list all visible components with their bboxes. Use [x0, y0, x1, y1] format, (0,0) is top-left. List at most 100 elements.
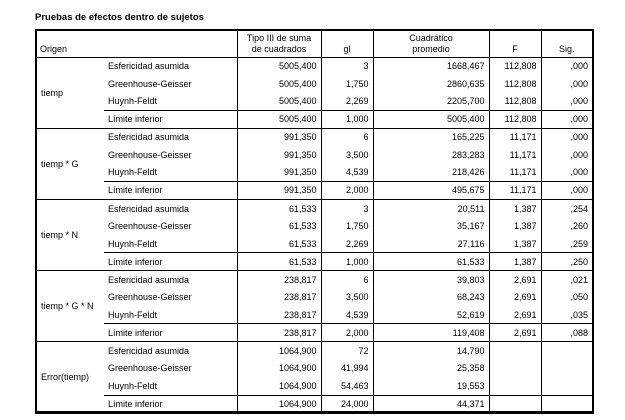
gl-cell: 1,000: [320, 109, 374, 129]
sig-cell: ,250: [540, 252, 594, 272]
correction-cell: Límite inferior: [104, 394, 238, 414]
correction-cell: Huynh-Feldt: [108, 167, 158, 178]
correction-cell: Límite inferior: [104, 109, 238, 129]
correction-cell: Huynh-Feldt: [108, 380, 158, 391]
ms-cell: 218,426: [372, 163, 490, 182]
sig-cell: ,088: [540, 323, 594, 343]
f-cell: 112,808: [488, 109, 542, 129]
source-cell: tiemp * G: [36, 128, 104, 200]
f-cell: 1,387: [488, 234, 542, 253]
f-cell: [488, 341, 542, 360]
ss-cell: 238,817: [236, 270, 322, 289]
gl-cell: 24,000: [320, 394, 374, 414]
correction-cell: Esfericidad asumida: [108, 132, 190, 143]
ss-cell: 238,817: [236, 288, 322, 307]
ms-cell: 495,675: [372, 181, 490, 200]
ms-cell: 25,358: [372, 359, 490, 378]
ss-cell: 5005,400: [236, 92, 322, 111]
ms-cell: 44,371: [372, 394, 490, 414]
correction-cell: Greenhouse-Geisser: [108, 149, 192, 160]
table-row: Huynh-Feldt 238,817 4,539 52,619 2,691,035: [36, 306, 594, 324]
gl-cell: 3,500: [320, 288, 374, 307]
f-cell: 1,387: [488, 199, 542, 218]
sig-cell: ,000: [540, 145, 594, 164]
ms-cell: 119,408: [372, 323, 490, 343]
sig-cell: ,035: [540, 306, 594, 324]
column-header-df: gl: [320, 30, 374, 58]
column-header-sig: Sig.: [540, 30, 594, 58]
header-line: promedio: [412, 43, 450, 54]
correction-cell: Límite inferior: [104, 252, 238, 272]
table-row: Greenhouse-Geisser 238,817 3,500 68,243 2,69…: [36, 288, 594, 307]
ss-cell: 5005,400: [236, 57, 322, 75]
table-header: Origen Tipo III de suma de cuadrados gl …: [36, 30, 594, 58]
sig-cell: ,050: [540, 288, 594, 307]
f-cell: 11,171: [488, 145, 542, 164]
gl-cell: 2,269: [320, 234, 374, 253]
correction-cell: Esfericidad asumida: [108, 61, 190, 72]
table-row: tiemp Esfericidad asumida 5005,400 3 1668,46…: [36, 57, 594, 129]
ms-cell: 68,243: [372, 288, 490, 307]
gl-cell: 1,750: [320, 74, 374, 93]
sig-cell: ,000: [540, 181, 594, 200]
ss-cell: 1064,900: [236, 341, 322, 360]
ss-cell: 5005,400: [236, 109, 322, 129]
correction-cell: Esfericidad asumida: [108, 274, 190, 285]
f-cell: 11,171: [488, 181, 542, 200]
table-row: Error(tiemp) Esfericidad asumida 1064,900 7…: [36, 341, 594, 414]
header-line: Tipo III de suma: [246, 32, 312, 43]
ss-cell: 991,350: [236, 181, 322, 200]
ss-cell: 61,533: [236, 199, 322, 218]
ms-cell: 5005,400: [372, 109, 490, 129]
table-row: Límite inferior 61,533 1,000 61,533 1,387,25…: [36, 252, 594, 272]
ms-cell: 2860,635: [372, 74, 490, 93]
f-cell: 1,387: [488, 252, 542, 272]
table-row: tiemp * G * N Esfericidad asumida 238,817 6…: [36, 270, 594, 343]
source-cell: tiemp * N: [36, 199, 104, 272]
correction-cell: Límite inferior: [104, 323, 238, 343]
sig-cell: ,000: [540, 128, 594, 146]
gl-cell: 41,994: [320, 359, 374, 378]
gl-cell: 1,000: [320, 252, 374, 272]
sig-cell: [540, 359, 594, 378]
gl-cell: 4,539: [320, 306, 374, 324]
correction-cell: Esfericidad asumida: [108, 345, 190, 356]
ms-cell: 61,533: [372, 252, 490, 272]
table-row: Huynh-Feldt 1064,900 54,463 19,553: [36, 377, 594, 396]
ss-cell: 1064,900: [236, 359, 322, 378]
correction-cell: Huynh-Feldt: [108, 96, 158, 107]
ms-cell: 283,283: [372, 145, 490, 164]
table-row: Límite inferior 991,350 2,000 495,675 11,171…: [36, 181, 594, 200]
table-row: Greenhouse-Geisser 1064,900 41,994 25,358: [36, 359, 594, 378]
f-cell: [488, 377, 542, 396]
gl-cell: 2,269: [320, 92, 374, 111]
ss-cell: 61,533: [236, 217, 322, 235]
gl-cell: 6: [320, 270, 374, 289]
table-row: tiemp * G Esfericidad asumida 991,350 6 165,…: [36, 128, 594, 200]
ms-cell: 2205,700: [372, 92, 490, 111]
source-cell: tiemp: [36, 57, 104, 129]
source-cell: tiemp * G * N: [36, 270, 104, 343]
ss-cell: 61,533: [236, 252, 322, 272]
within-subjects-effects-table: Origen Tipo III de suma de cuadrados gl …: [35, 29, 595, 415]
gl-cell: 3: [320, 199, 374, 218]
gl-cell: 54,463: [320, 377, 374, 396]
ss-cell: 1064,900: [236, 377, 322, 396]
f-cell: [488, 394, 542, 414]
gl-cell: 4,539: [320, 163, 374, 182]
column-header-mean-square: Cuadrático promedio: [372, 30, 490, 58]
table-row: Huynh-Feldt 991,350 4,539 218,426 11,171,000: [36, 163, 594, 182]
correction-cell: Greenhouse-Geisser: [108, 292, 192, 303]
gl-cell: 3,500: [320, 145, 374, 164]
gl-cell: 2,000: [320, 323, 374, 343]
gl-cell: 3: [320, 57, 374, 75]
ss-cell: 991,350: [236, 163, 322, 182]
table-row: Huynh-Feldt 61,533 2,269 27,116 1,387,259: [36, 234, 594, 253]
correction-cell: Greenhouse-Geisser: [108, 221, 192, 232]
f-cell: 2,691: [488, 323, 542, 343]
sig-cell: ,000: [540, 74, 594, 93]
f-cell: 2,691: [488, 270, 542, 289]
table-row: tiemp * N Esfericidad asumida 61,533 3 20,51…: [36, 199, 594, 272]
column-header-type-iii-sum-of-squares: Tipo III de suma de cuadrados: [236, 30, 322, 58]
